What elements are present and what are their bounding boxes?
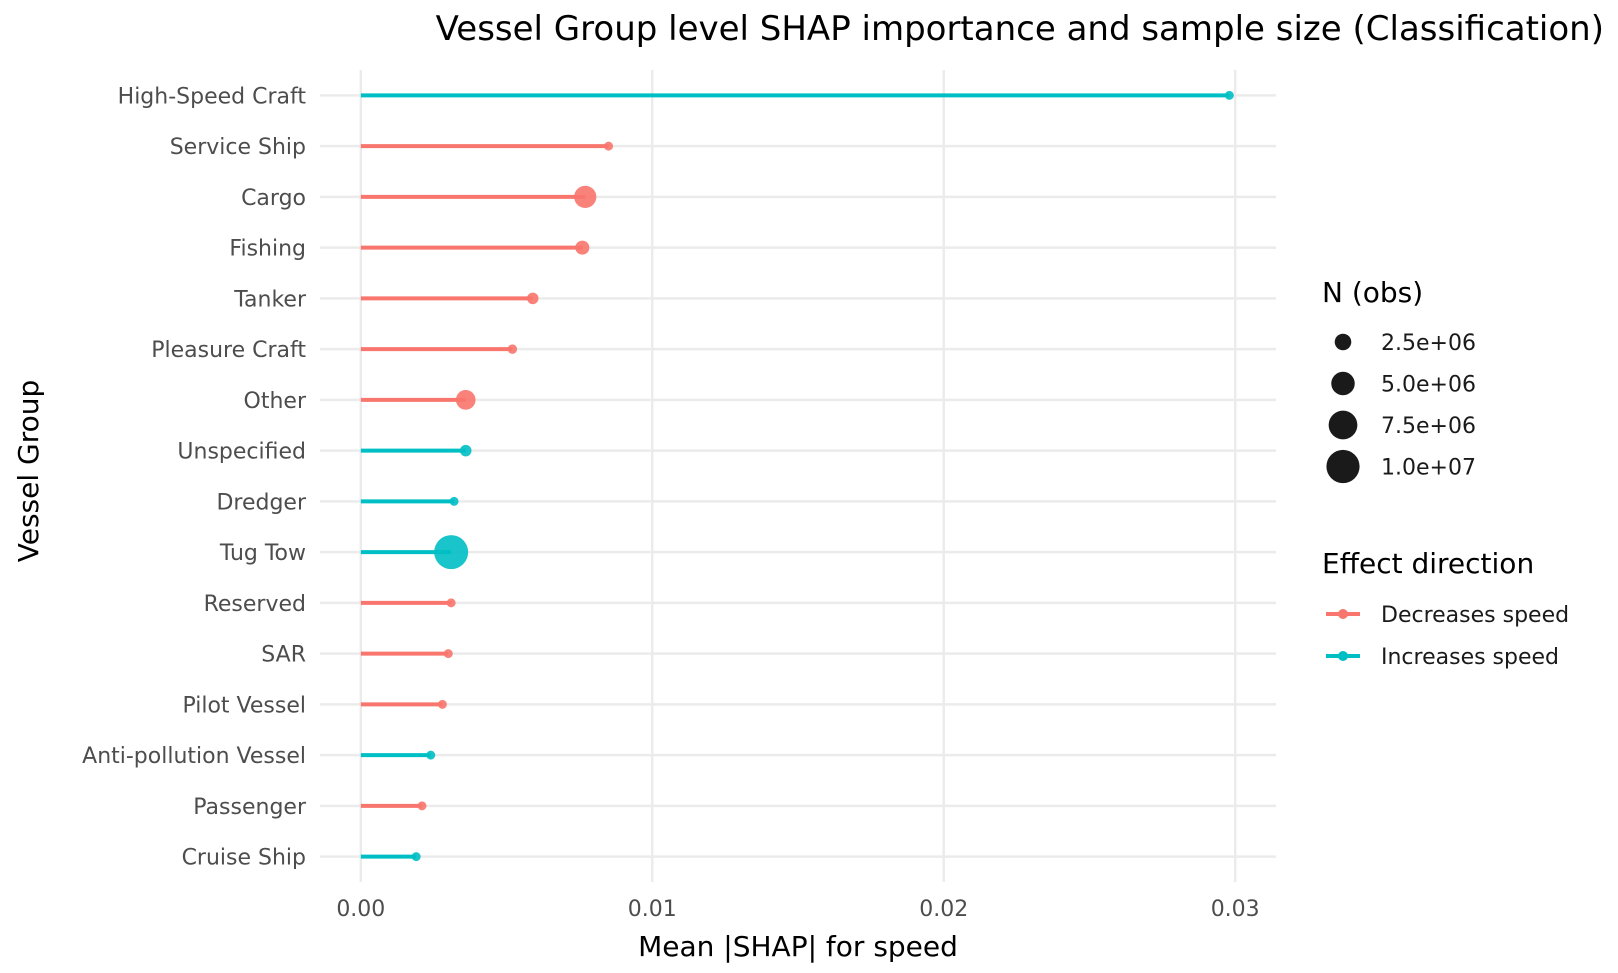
color-legend-label: Decreases speed — [1381, 603, 1569, 628]
color-legend-title: Effect direction — [1322, 547, 1534, 580]
y-tick-label: Reserved — [204, 592, 306, 617]
y-tick-label: Dredger — [216, 490, 307, 515]
x-tick-label: 0.03 — [1211, 897, 1260, 922]
lollipop-point — [507, 344, 518, 354]
y-tick-label: Tug Tow — [219, 541, 306, 566]
size-legend-key — [1334, 333, 1352, 351]
x-axis-title: Mean |SHAP| for speed — [638, 930, 958, 963]
x-tick-label: 0.02 — [919, 897, 968, 922]
size-legend-key — [1328, 410, 1358, 440]
y-axis-title: Vessel Group — [12, 380, 45, 563]
size-legend-label: 7.5e+06 — [1381, 414, 1476, 439]
lollipop-point — [455, 390, 476, 410]
lollipop-point — [437, 699, 447, 709]
y-tick-label: Unspecified — [177, 440, 306, 465]
x-axis-tick-labels: 0.00 0.01 0.02 0.03 — [336, 897, 1259, 922]
color-legend-key-point — [1338, 609, 1348, 619]
lollipop-point — [443, 649, 453, 659]
size-legend-label: 5.0e+06 — [1381, 373, 1476, 398]
y-tick-label: Tanker — [233, 287, 307, 312]
x-tick-label: 0.01 — [628, 897, 677, 922]
y-tick-label: Fishing — [229, 237, 306, 262]
lollipop-point — [411, 852, 421, 862]
size-legend-label: 1.0e+07 — [1381, 456, 1476, 481]
size-legend-label: 2.5e+06 — [1381, 331, 1476, 356]
lollipop-point — [574, 185, 597, 209]
y-tick-label: Anti-pollution Vessel — [82, 744, 306, 769]
size-legend-title: N (obs) — [1322, 276, 1423, 309]
size-legend-key — [1331, 371, 1355, 396]
y-tick-label: High-Speed Craft — [118, 84, 307, 109]
y-tick-label: Passenger — [193, 795, 307, 820]
y-tick-label: SAR — [261, 643, 306, 668]
size-legend-key — [1326, 449, 1360, 484]
y-tick-label: Pilot Vessel — [182, 693, 306, 718]
y-tick-label: Cargo — [241, 186, 306, 211]
gridlines — [320, 70, 1276, 882]
y-tick-label: Other — [244, 389, 307, 414]
color-legend: Effect direction Decreases speed Increase… — [1322, 547, 1569, 670]
lollipop-point — [426, 750, 436, 760]
y-tick-label: Pleasure Craft — [151, 338, 306, 363]
color-legend-label: Increases speed — [1381, 645, 1559, 670]
y-axis-tick-labels: High-Speed Craft Service Ship Cargo Fishing… — [82, 84, 307, 870]
lollipop-point — [575, 240, 590, 255]
chart-title: Vessel Group level SHAP importance and s… — [436, 9, 1604, 49]
lollipop-point — [449, 496, 459, 506]
color-legend-key-point — [1338, 651, 1348, 661]
lollipop-point — [459, 444, 472, 457]
lollipop-point — [604, 141, 614, 151]
y-tick-label: Service Ship — [170, 135, 306, 160]
lollipop-marks — [360, 90, 1234, 862]
x-tick-label: 0.00 — [336, 897, 385, 922]
lollipop-point — [446, 598, 456, 608]
lollipop-point — [1224, 90, 1234, 100]
lollipop-point — [434, 535, 469, 570]
y-tick-label: Cruise Ship — [182, 846, 306, 871]
size-legend: N (obs) 2.5e+06 5.0e+06 7.5e+06 1.0e+07 — [1322, 276, 1476, 484]
lollipop-point — [527, 292, 539, 305]
lollipop-point — [417, 801, 427, 811]
